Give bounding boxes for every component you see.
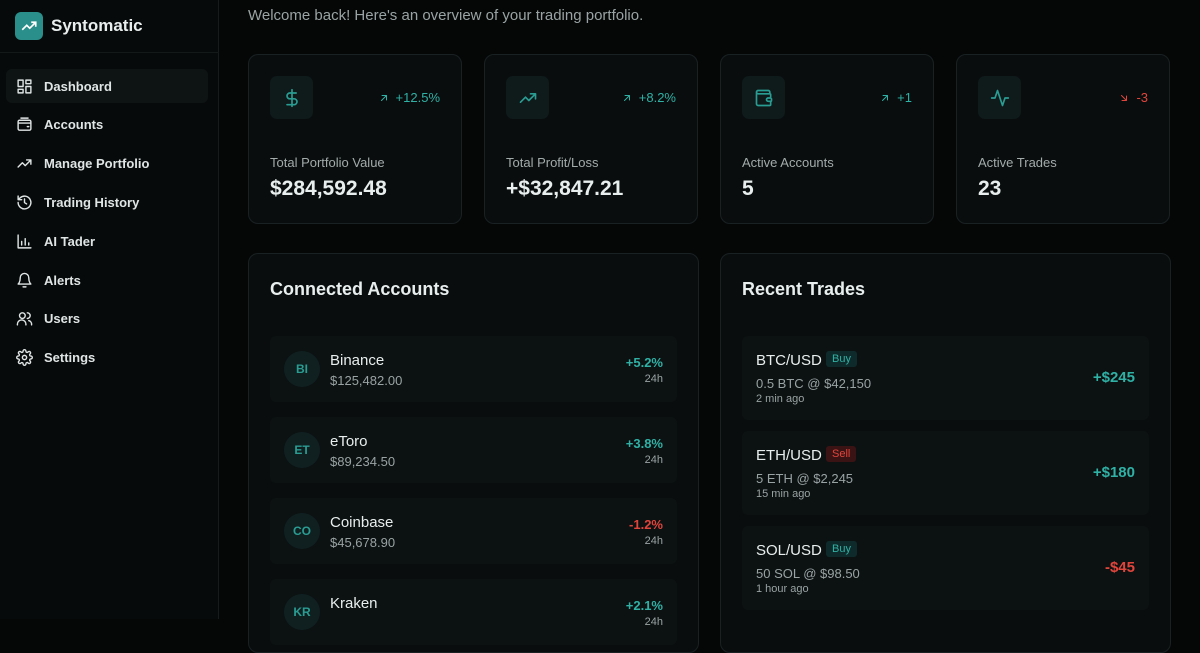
account-balance: $125,482.00 <box>330 373 403 388</box>
stat-change: +1 <box>879 90 912 105</box>
panel-title: Connected Accounts <box>270 279 450 299</box>
stat-card: +12.5% Total Portfolio Value $284,592.48 <box>248 54 462 224</box>
stat-value: $284,592.48 <box>270 177 387 200</box>
account-period: 24h <box>644 373 663 385</box>
trade-pair: ETH/USD <box>756 447 822 464</box>
nav-item[interactable]: Manage Portfolio <box>6 147 208 181</box>
trade-row[interactable]: ETH/USD Sell 5 ETH @ $2,245 15 min ago +$180 <box>742 431 1149 515</box>
change-text: +8.2% <box>638 90 676 105</box>
logo <box>15 12 43 40</box>
stat-icon <box>506 76 549 119</box>
account-change: +2.1% <box>625 598 663 613</box>
account-initials: KR <box>284 594 320 630</box>
account-balance: $89,234.50 <box>330 454 396 469</box>
nav-item[interactable]: AI Tader <box>6 224 208 258</box>
stat-change: -3 <box>1118 90 1148 105</box>
trade-side: Buy <box>826 541 857 557</box>
account-row[interactable]: CO Coinbase $45,678.90 -1.2% 24h <box>270 498 677 564</box>
nav-item[interactable]: Settings <box>6 341 208 375</box>
account-initials: BI <box>284 351 320 387</box>
panel-title: Recent Trades <box>742 279 866 299</box>
account-initials: CO <box>284 513 320 549</box>
stat-value: 5 <box>742 177 754 200</box>
nav-label: Alerts <box>44 272 81 288</box>
stat-icon <box>742 76 785 119</box>
stat-label: Active Trades <box>978 155 1057 170</box>
account-initials: ET <box>284 432 320 468</box>
trade-time: 2 min ago <box>756 393 805 405</box>
stat-icon <box>978 76 1021 119</box>
trade-side: Buy <box>826 351 857 367</box>
trade-pnl: +$180 <box>1092 464 1135 481</box>
account-change: +5.2% <box>625 355 663 370</box>
trade-time: 1 hour ago <box>756 583 809 595</box>
trade-detail: 5 ETH @ $2,245 <box>756 471 854 486</box>
stat-change: +12.5% <box>378 90 440 105</box>
nav-label: Users <box>44 311 81 327</box>
accounts-panel: Connected Accounts BI Binance $125,482.00 +5… <box>248 253 699 653</box>
account-change: -1.2% <box>629 517 663 532</box>
nav-item[interactable]: Users <box>6 302 208 336</box>
welcome: Welcome back! Here's an overview of your… <box>248 7 644 24</box>
account-period: 24h <box>644 616 663 628</box>
trade-pnl: +$245 <box>1092 369 1135 386</box>
nav-label: Accounts <box>44 117 104 133</box>
divider <box>0 52 219 53</box>
trade-detail: 50 SOL @ $98.50 <box>756 566 860 581</box>
trade-pair: BTC/USD <box>756 352 822 369</box>
account-name: Binance <box>330 352 385 369</box>
trade-pair: SOL/USD <box>756 542 822 559</box>
stat-value: +$32,847.21 <box>506 177 624 200</box>
account-row[interactable]: KR Kraken +2.1% 24h <box>270 579 677 645</box>
stat-label: Active Accounts <box>742 155 834 170</box>
account-name: eToro <box>330 433 368 450</box>
trade-detail: 0.5 BTC @ $42,150 <box>756 376 872 391</box>
nav-item[interactable]: Dashboard <box>6 69 208 103</box>
trade-pnl: -$45 <box>1104 559 1135 576</box>
account-name: Coinbase <box>330 514 394 531</box>
nav-label: Trading History <box>44 194 140 210</box>
change-text: +1 <box>897 90 912 105</box>
account-period: 24h <box>644 535 663 547</box>
stat-label: Total Profit/Loss <box>506 155 599 170</box>
trade-row[interactable]: SOL/USD Buy 50 SOL @ $98.50 1 hour ago -$45 <box>742 526 1149 610</box>
page: Syntomatic Dashboard Accounts Manage Portf… <box>0 0 1171 653</box>
stat-card: -3 Active Trades 23 <box>956 54 1170 224</box>
nav-item[interactable]: Accounts <box>6 108 208 142</box>
nav-item[interactable]: Trading History <box>6 185 208 219</box>
stat-change: +8.2% <box>621 90 676 105</box>
account-period: 24h <box>644 454 663 466</box>
stat-icon <box>270 76 313 119</box>
nav-item[interactable]: Alerts <box>6 263 208 297</box>
account-change: +3.8% <box>625 436 663 451</box>
trade-time: 15 min ago <box>756 488 811 500</box>
brand: Syntomatic <box>51 16 143 35</box>
trade-side: Sell <box>826 446 857 462</box>
stat-value: 23 <box>978 177 1002 200</box>
nav-label: AI Tader <box>44 233 96 249</box>
account-balance: $45,678.90 <box>330 535 396 550</box>
account-row[interactable]: ET eToro $89,234.50 +3.8% 24h <box>270 417 677 483</box>
nav-label: Dashboard <box>44 78 112 94</box>
stat-card: +1 Active Accounts 5 <box>720 54 934 224</box>
account-name: Kraken <box>330 595 378 612</box>
nav-label: Settings <box>44 350 96 366</box>
change-text: -3 <box>1136 90 1148 105</box>
account-row[interactable]: BI Binance $125,482.00 +5.2% 24h <box>270 336 677 402</box>
trades-panel: Recent Trades BTC/USD Buy 0.5 BTC @ $42,150… <box>720 253 1171 653</box>
nav-label: Manage Portfolio <box>44 156 150 172</box>
change-text: +12.5% <box>395 90 440 105</box>
sidebar: Syntomatic Dashboard Accounts Manage Portf… <box>0 0 219 619</box>
stat-label: Total Portfolio Value <box>270 155 385 170</box>
stat-card: +8.2% Total Profit/Loss +$32,847.21 <box>484 54 698 224</box>
trade-row[interactable]: BTC/USD Buy 0.5 BTC @ $42,150 2 min ago +$24… <box>742 336 1149 420</box>
